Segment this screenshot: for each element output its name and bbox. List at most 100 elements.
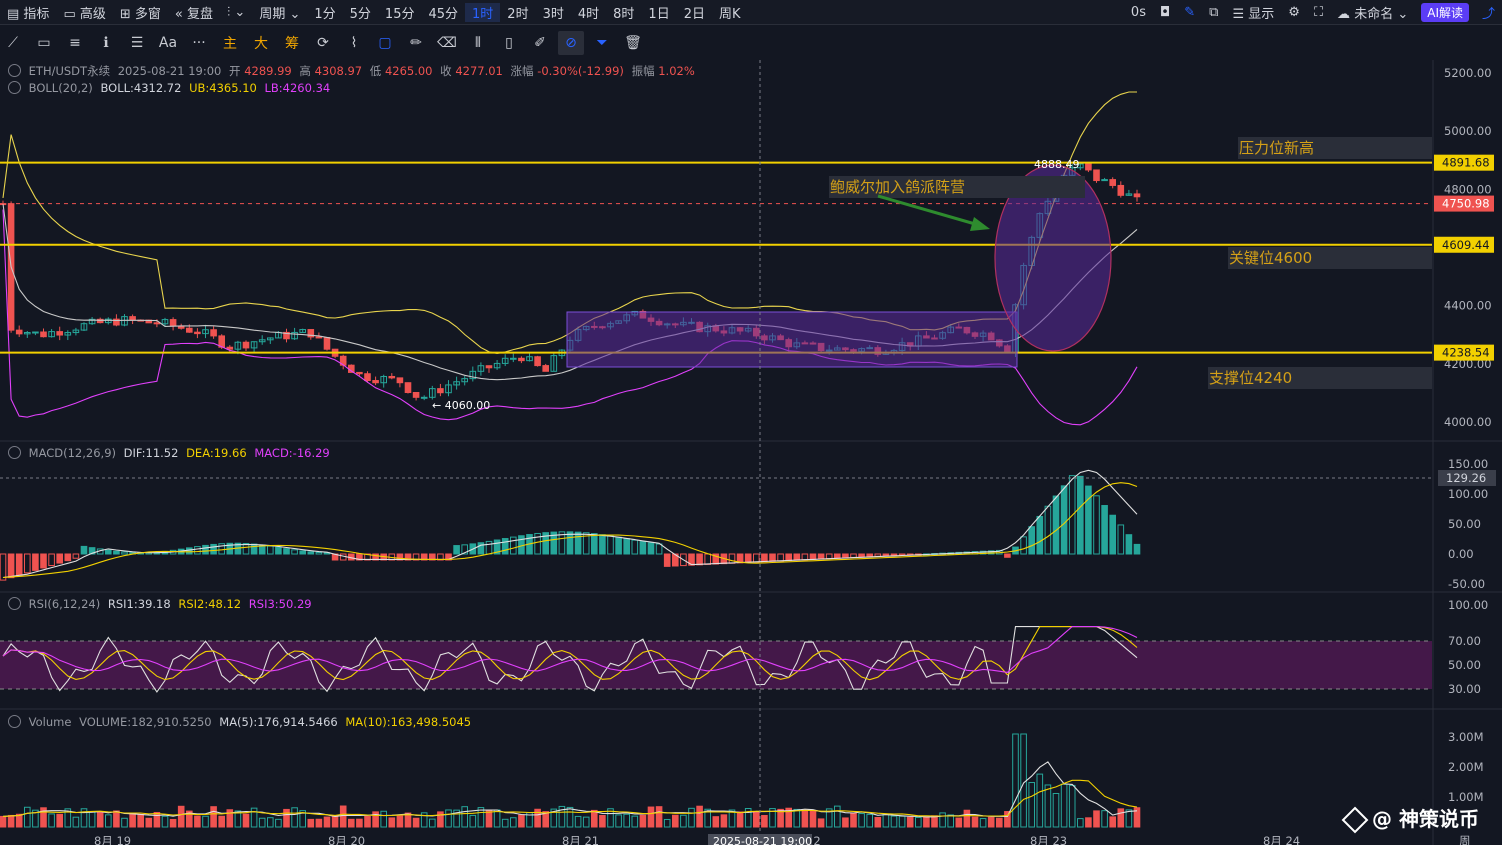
volume-bar <box>291 807 298 828</box>
macd-bar <box>1085 485 1092 555</box>
macd-bar <box>1044 505 1052 555</box>
rsi2-line <box>2 626 1138 681</box>
eye-icon[interactable] <box>8 64 21 77</box>
period-dropdown[interactable]: 周期 ⌄ <box>259 6 301 22</box>
candle-body <box>1101 179 1108 182</box>
chart-type-icon[interactable]: ⫶ ⌄ <box>227 4 246 20</box>
volume-bar <box>736 811 744 828</box>
eraser-icon[interactable]: ⌫ <box>437 35 457 51</box>
eye-icon[interactable] <box>8 81 21 94</box>
replay-button[interactable]: « 复盘 <box>174 6 214 22</box>
more-icon[interactable]: ··· <box>192 35 206 51</box>
fib-icon[interactable]: ℹ <box>103 35 109 51</box>
trend-line-icon[interactable]: ⟋ <box>8 35 18 51</box>
macd-bar <box>202 544 209 555</box>
volume-bar <box>469 814 477 828</box>
volume-bar <box>429 818 436 828</box>
text-tool[interactable]: Aa <box>158 35 178 51</box>
main-chart-button[interactable]: 主 <box>223 36 237 52</box>
interval-1h[interactable]: 1时 <box>465 2 501 22</box>
macd-bar <box>688 553 695 566</box>
interval-45m[interactable]: 45分 <box>428 6 459 22</box>
candle-body <box>258 339 266 343</box>
interval-8h[interactable]: 8时 <box>613 6 635 22</box>
macd-bar <box>1004 553 1011 558</box>
eye-icon[interactable] <box>8 446 21 459</box>
volume-bar <box>1052 792 1060 828</box>
filter-icon[interactable]: ⏷ <box>596 35 608 51</box>
macd-bar <box>753 553 760 563</box>
multi-window-button[interactable]: ⊞ 多窗 <box>119 6 161 22</box>
advanced-button[interactable]: ▭ 高级 <box>63 6 106 22</box>
macd-bar <box>663 553 671 567</box>
volume-bar <box>1036 773 1044 828</box>
lock-icon[interactable]: ⊘ <box>558 31 584 55</box>
interval-5m[interactable]: 5分 <box>349 6 371 22</box>
candle-body <box>226 346 234 350</box>
macd-legend: MACD(12,26,9) DIF:11.52 DEA:19.66 MACD:-… <box>8 446 334 460</box>
low-mark-label: ← 4060.00 <box>432 399 490 412</box>
candle-body <box>510 357 517 360</box>
volume-bar <box>15 813 23 828</box>
note-icon[interactable]: ✐ <box>534 35 546 51</box>
volume-bar <box>461 806 468 828</box>
macd-bar <box>1093 495 1100 555</box>
popout-icon[interactable]: ⧉ <box>1209 4 1219 20</box>
share-icon[interactable]: ⤴ <box>1481 6 1495 22</box>
time-tick-label: 8月 23 <box>1030 834 1067 845</box>
close-label: 收 <box>440 64 452 78</box>
price-tick-label: 4000.00 <box>1444 415 1492 429</box>
horizontal-lines-icon[interactable]: ≡ <box>69 35 81 51</box>
candle-body <box>15 329 23 335</box>
interval-3h[interactable]: 3时 <box>542 6 564 22</box>
candle-body <box>1133 193 1141 198</box>
camera-icon[interactable]: ◘ <box>1159 4 1171 20</box>
amp-value: 1.02% <box>658 64 695 78</box>
eye-icon[interactable] <box>8 715 21 728</box>
magnet-icon[interactable]: ⟳ <box>317 35 329 51</box>
interval-1d[interactable]: 1日 <box>648 6 670 22</box>
macd-bar <box>591 533 598 555</box>
macd-bar <box>866 553 874 558</box>
volume-bar <box>663 818 671 828</box>
path-icon[interactable]: ▢ <box>378 35 392 51</box>
volume-bar <box>412 817 420 828</box>
interval-1w[interactable]: 周K <box>718 6 741 22</box>
layout-dropdown[interactable]: ☁ 未命名 ⌄ <box>1337 6 1409 22</box>
interval-2h[interactable]: 2时 <box>507 6 529 22</box>
replay-label: 复盘 <box>187 6 214 22</box>
interval-15m[interactable]: 15分 <box>384 6 415 22</box>
interval-1m[interactable]: 1分 <box>314 6 336 22</box>
edit-icon[interactable]: ✎ <box>1184 4 1196 20</box>
display-button[interactable]: ☰ 显示 <box>1232 6 1275 22</box>
candle-body <box>437 388 444 394</box>
ai-button[interactable]: AI解读 <box>1421 2 1469 22</box>
brush-icon[interactable]: ⌇ <box>350 35 358 51</box>
crosshair-time-label: 2025-08-21 19:00 <box>713 835 812 845</box>
chip-button[interactable]: 筹 <box>285 36 299 52</box>
indicators-button[interactable]: ▤ 指标 <box>7 6 50 22</box>
candle-body <box>194 331 201 335</box>
volume-bar <box>744 807 752 828</box>
interval-4h[interactable]: 4时 <box>577 6 600 22</box>
bars-icon[interactable]: ⫴ <box>475 35 481 51</box>
macd-bar <box>404 553 412 561</box>
parallel-lines-icon[interactable]: ☰ <box>130 35 144 51</box>
trash-icon[interactable]: 🗑 <box>624 35 642 51</box>
eye-icon[interactable] <box>8 597 21 610</box>
rectangle-icon[interactable]: ▭ <box>37 35 51 51</box>
pencil-icon[interactable]: ✏ <box>410 35 422 51</box>
ruler-icon[interactable]: ▯ <box>505 35 513 51</box>
macd-tick-label: 50.00 <box>1448 517 1481 531</box>
volume-bar <box>493 809 501 828</box>
interval-2d[interactable]: 2日 <box>683 6 705 22</box>
macd-bar <box>655 543 663 555</box>
big-button[interactable]: 大 <box>254 36 268 52</box>
volume-bar <box>64 808 72 828</box>
candle-body <box>40 331 47 338</box>
settings-icon[interactable]: ⚙ <box>1288 4 1300 20</box>
ma5-value: MA(5):176,914.5466 <box>219 715 338 729</box>
candle-body <box>299 329 306 333</box>
fullscreen-icon[interactable]: ⛶ <box>1313 4 1324 20</box>
